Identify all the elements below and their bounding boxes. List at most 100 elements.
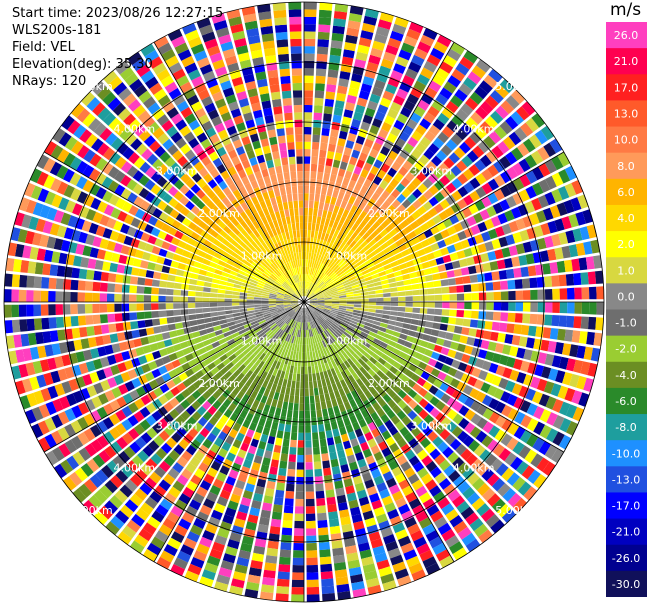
- velocity-gate: [573, 316, 582, 329]
- velocity-gate: [308, 306, 314, 312]
- velocity-gate: [348, 431, 357, 441]
- velocity-gate: [56, 181, 69, 195]
- velocity-gate: [135, 143, 148, 156]
- velocity-gate: [430, 368, 441, 378]
- velocity-gate: [319, 324, 325, 332]
- velocity-gate: [355, 369, 364, 378]
- velocity-gate: [274, 336, 281, 344]
- velocity-gate: [288, 156, 296, 165]
- velocity-gate: [477, 482, 491, 496]
- velocity-gate: [449, 294, 457, 301]
- velocity-gate: [82, 374, 93, 386]
- velocity-gate: [116, 233, 127, 244]
- velocity-gate: [49, 161, 62, 176]
- velocity-gate: [254, 306, 262, 310]
- velocity-gate: [255, 256, 263, 264]
- velocity-gate: [165, 288, 174, 296]
- velocity-gate: [522, 138, 536, 153]
- azimuth-spokes: [4, 2, 604, 602]
- velocity-gate: [337, 85, 348, 95]
- velocity-gate: [367, 421, 377, 432]
- velocity-gate: [481, 182, 493, 195]
- velocity-gate: [75, 351, 86, 363]
- colorbar-unit: m/s: [610, 0, 642, 20]
- velocity-gate: [339, 303, 347, 307]
- velocity-gate: [339, 305, 347, 309]
- velocity-gate: [279, 556, 291, 565]
- velocity-gate: [450, 202, 462, 214]
- velocity-gate: [269, 405, 276, 415]
- velocity-gate: [313, 387, 319, 396]
- velocity-gate: [281, 527, 293, 536]
- velocity-gate: [89, 371, 100, 384]
- velocity-gate: [329, 287, 337, 292]
- velocity-gate: [261, 335, 269, 343]
- velocity-gate: [235, 45, 249, 55]
- velocity-gate: [572, 228, 583, 242]
- velocity-gate: [105, 132, 118, 146]
- velocity-gate: [222, 87, 235, 98]
- velocity-gate: [545, 302, 553, 313]
- velocity-gate: [275, 165, 283, 174]
- velocity-gate: [145, 402, 157, 414]
- velocity-gate: [283, 316, 290, 322]
- velocity-gate: [77, 416, 89, 430]
- velocity-gate: [305, 484, 314, 492]
- velocity-gate: [359, 210, 368, 220]
- velocity-gate: [413, 226, 424, 236]
- velocity-gate: [230, 328, 239, 335]
- velocity-gate: [180, 399, 191, 410]
- velocity-gate: [351, 73, 363, 83]
- velocity-gate: [331, 307, 339, 311]
- velocity-gate: [120, 504, 134, 518]
- velocity-gate: [464, 409, 476, 421]
- velocity-gate: [27, 261, 37, 274]
- velocity-gate: [508, 290, 516, 301]
- velocity-gate: [132, 170, 144, 182]
- velocity-gate: [367, 226, 376, 235]
- velocity-gate: [360, 503, 372, 514]
- velocity-gate: [240, 105, 252, 115]
- velocity-gate: [234, 349, 243, 357]
- velocity-gate: [266, 547, 278, 557]
- velocity-gate: [222, 251, 231, 259]
- velocity-gate: [339, 426, 347, 436]
- velocity-gate: [190, 231, 200, 241]
- velocity-gate: [291, 60, 302, 69]
- velocity-gate: [508, 245, 518, 256]
- velocity-gate: [343, 226, 351, 235]
- velocity-gate: [334, 3, 349, 13]
- velocity-gate: [355, 135, 366, 145]
- velocity-gate: [410, 530, 424, 542]
- velocity-gate: [333, 205, 340, 214]
- velocity-gate: [451, 68, 466, 82]
- velocity-gate: [512, 177, 525, 191]
- velocity-gate: [376, 513, 388, 524]
- velocity-gate: [573, 272, 582, 286]
- velocity-gate: [342, 319, 350, 325]
- velocity-gate: [330, 263, 338, 270]
- velocity-gate: [405, 491, 418, 503]
- velocity-gate: [25, 362, 36, 376]
- velocity-gate: [168, 197, 179, 208]
- velocity-gate: [512, 497, 527, 513]
- velocity-gate: [478, 370, 488, 381]
- velocity-gate: [261, 168, 269, 178]
- velocity-gate: [108, 76, 123, 90]
- velocity-gate: [304, 322, 306, 331]
- velocity-gate: [450, 341, 459, 351]
- velocity-gate: [346, 304, 354, 307]
- velocity-gate: [195, 291, 203, 297]
- velocity-gate: [330, 212, 337, 221]
- velocity-gate: [332, 114, 342, 124]
- colorbar: 26.021.017.013.010.08.06.04.02.01.00.0-1…: [606, 22, 647, 597]
- velocity-gate: [110, 515, 125, 530]
- velocity-gate: [304, 134, 312, 142]
- velocity-gate: [403, 142, 415, 154]
- velocity-gate: [106, 217, 117, 229]
- velocity-gate: [245, 452, 255, 462]
- velocity-gate: [368, 298, 377, 302]
- velocity-gate: [271, 236, 278, 245]
- velocity-gate: [470, 458, 484, 471]
- velocity-gate: [176, 550, 191, 563]
